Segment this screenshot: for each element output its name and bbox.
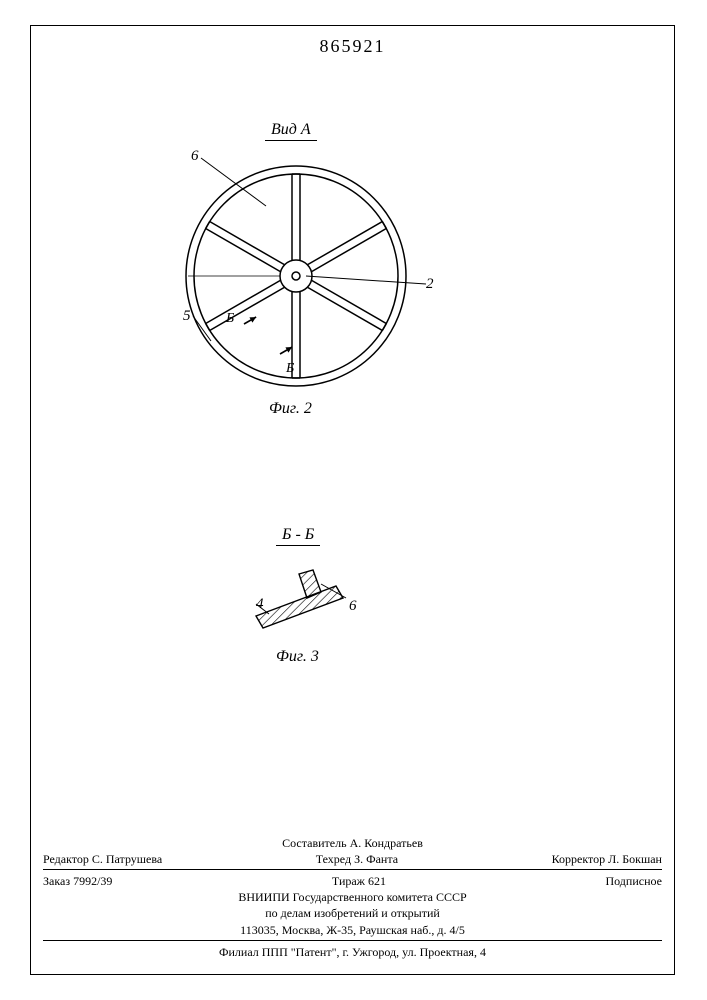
editor-name: С. Патрушева (92, 852, 162, 866)
fig2-callout-2: 2 (426, 276, 434, 293)
techred-label: Техред (316, 852, 351, 866)
svg-text:Б: Б (285, 361, 294, 376)
fig2-callout-5: 5 (183, 308, 191, 325)
fig2-caption: Фиг. 2 (269, 400, 312, 418)
fig3-section-label: Б - Б (276, 526, 320, 546)
corrector-label: Корректор (552, 852, 606, 866)
composer-label: Составитель (282, 836, 346, 850)
org-line-1: ВНИИПИ Государственного комитета СССР (43, 889, 662, 905)
order-value: 7992/39 (73, 874, 112, 888)
fig3-callout-6: 6 (349, 598, 357, 615)
fig3-diagram (221, 556, 401, 646)
page-frame: 865921 Вид А ББ 6 5 2 Фиг. 2 Б - Б (30, 25, 675, 975)
editor-label: Редактор (43, 852, 89, 866)
branch-line: Филиал ППП "Патент", г. Ужгород, ул. Про… (43, 944, 662, 960)
document-number: 865921 (31, 36, 674, 57)
svg-text:Б: Б (225, 311, 234, 326)
fig3-caption: Фиг. 3 (276, 648, 319, 666)
composer-name: А. Кондратьев (350, 836, 423, 850)
fig3-callout-4: 4 (256, 596, 264, 613)
circulation-label: Тираж (332, 874, 365, 888)
imprint-footer: Составитель А. Кондратьев Редактор С. Па… (43, 835, 662, 960)
subscription: Подписное (605, 873, 662, 889)
org-line-3: 113035, Москва, Ж-35, Раушская наб., д. … (43, 922, 662, 938)
order-label: Заказ (43, 874, 70, 888)
techred-name: З. Фанта (354, 852, 398, 866)
circulation-value: 621 (368, 874, 386, 888)
org-line-2: по делам изобретений и открытий (43, 905, 662, 921)
fig2-callout-6: 6 (191, 148, 199, 165)
corrector-name: Л. Бокшан (608, 852, 662, 866)
